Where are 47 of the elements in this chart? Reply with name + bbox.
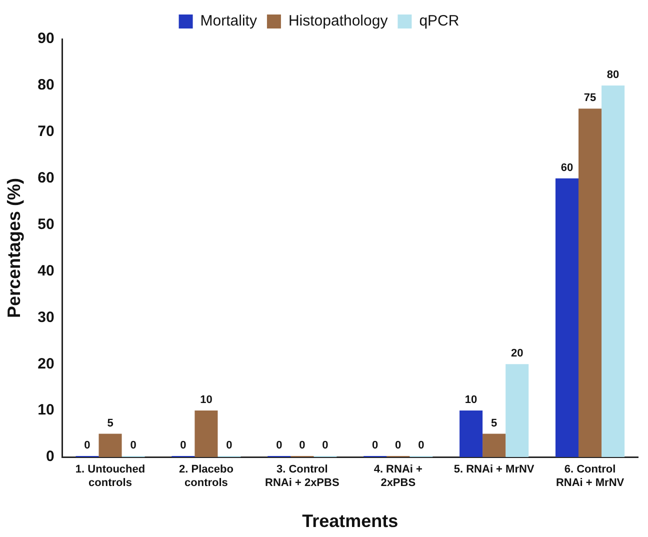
data-label: 10 — [200, 394, 212, 406]
y-tick-label: 70 — [38, 123, 54, 140]
y-axis-title: Percentages (%) — [4, 178, 24, 318]
data-label: 0 — [322, 440, 328, 452]
data-label: 0 — [84, 440, 90, 452]
data-label: 5 — [107, 417, 114, 430]
data-label: 0 — [276, 440, 282, 452]
bar — [555, 178, 579, 457]
data-label: 0 — [130, 440, 136, 452]
data-label: 0 — [226, 440, 232, 452]
data-label: 0 — [372, 440, 378, 452]
x-tick-label: 2. Placebo controls — [179, 464, 234, 489]
x-tick-label: 5. RNAi + MrNV — [454, 464, 535, 476]
data-label: 0 — [180, 440, 186, 452]
y-tick-label: 80 — [38, 76, 54, 94]
y-tick-label: 30 — [38, 308, 54, 326]
legend-label: Mortality — [200, 12, 258, 30]
bar — [602, 85, 625, 457]
x-tick-label: 6. Control RNAi + MrNV — [556, 464, 625, 489]
y-tick-label: 20 — [38, 355, 54, 372]
data-label: 10 — [464, 394, 478, 406]
bar — [578, 108, 602, 457]
data-label: 20 — [510, 348, 524, 360]
x-tick-label: 3. Control RNAi + 2xPBS — [265, 464, 340, 489]
legend-label: qPCR — [419, 12, 460, 30]
data-label: 0 — [418, 440, 424, 452]
data-label: 0 — [299, 440, 306, 452]
bar — [194, 410, 218, 457]
data-label: 75 — [584, 92, 596, 104]
y-tick-label: 90 — [38, 30, 54, 48]
x-tick-label: 1. Untouched controls — [75, 464, 146, 489]
bar — [98, 434, 122, 457]
data-label: 80 — [606, 68, 620, 81]
data-label: 5 — [491, 417, 498, 430]
bar — [506, 364, 529, 457]
bar — [460, 410, 483, 457]
data-label: 0 — [395, 440, 402, 452]
data-label: 60 — [560, 162, 574, 174]
y-tick-label: 40 — [38, 262, 54, 280]
legend-label: Histopathology — [288, 12, 388, 30]
y-tick-label: 0 — [46, 448, 54, 466]
x-tick-label: 4. RNAi + 2xPBS — [374, 464, 422, 489]
x-axis-title: Treatments — [302, 511, 398, 532]
y-tick-label: 50 — [38, 216, 54, 233]
y-tick-label: 60 — [38, 169, 54, 186]
y-tick-label: 10 — [38, 402, 54, 419]
bar — [482, 434, 506, 457]
